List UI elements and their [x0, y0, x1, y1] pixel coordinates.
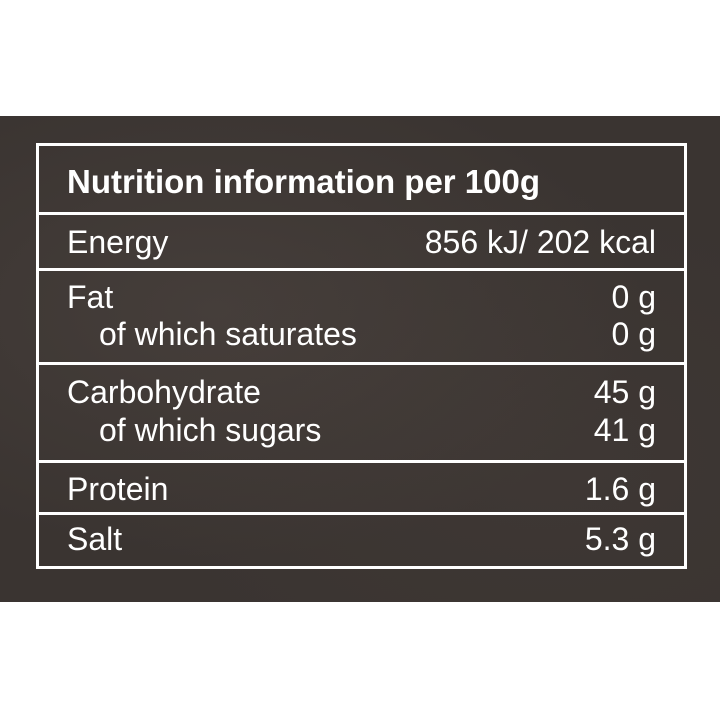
row-energy: Energy 856 kJ/ 202 kcal: [39, 215, 684, 271]
sub-value: 41 g: [593, 412, 656, 448]
row-value: 1.6 g: [584, 471, 656, 507]
row-salt: Salt 5.3 g: [39, 515, 684, 566]
row-protein: Protein 1.6 g: [39, 463, 684, 515]
row-label: Carbohydrate: [67, 374, 261, 410]
row-value: 856 kJ/ 202 kcal: [424, 224, 656, 260]
row-label: Fat: [67, 279, 114, 315]
row-value: 45 g: [593, 374, 656, 410]
header-row: Nutrition information per 100g: [39, 146, 684, 215]
label-background: [0, 116, 720, 602]
row-carbohydrate: Carbohydrate 45 g of which sugars 41 g: [39, 365, 684, 463]
sub-label: of which sugars: [99, 412, 322, 448]
row-label: Energy: [67, 224, 169, 260]
sub-label: of which saturates: [99, 316, 357, 352]
row-label: Protein: [67, 471, 169, 507]
table-title: Nutrition information per 100g: [67, 163, 541, 200]
row-value: 0 g: [611, 279, 656, 315]
sub-value: 0 g: [611, 316, 656, 352]
row-label: Salt: [67, 521, 123, 557]
row-fat: Fat 0 g of which saturates 0 g: [39, 271, 684, 365]
row-value: 5.3 g: [584, 521, 656, 557]
nutrition-table: Nutrition information per 100g Energy 85…: [36, 143, 687, 569]
